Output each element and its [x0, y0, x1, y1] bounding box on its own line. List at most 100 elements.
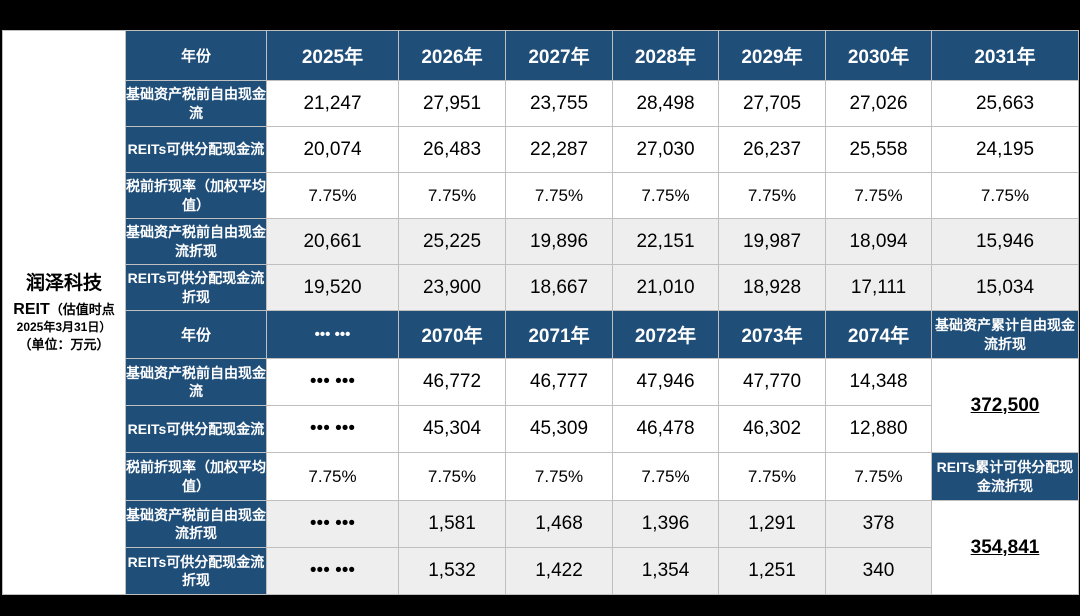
- row-label: 基础资产税前自由现金流折现: [125, 500, 267, 548]
- entity-note: （估值时点: [49, 301, 115, 317]
- value-cell: 1,396: [612, 500, 719, 548]
- value-cell: 22,151: [612, 218, 719, 265]
- value-cell: 20,074: [266, 126, 399, 173]
- row-label: REITs可供分配现金流折现: [125, 547, 267, 595]
- value-cell: 15,946: [931, 218, 1079, 265]
- value-cell: 340: [825, 547, 932, 595]
- table-row: REITs可供分配现金流 20,074 26,483 22,287 27,030…: [3, 126, 1079, 173]
- value-cell: 7.75%: [505, 172, 613, 219]
- reit-valuation-table: 润泽科技 REIT（估值时点 2025年3月31日） （单位：万元） 年份 20…: [2, 30, 1079, 595]
- value-cell: 21,010: [612, 264, 719, 311]
- value-cell: 21,247: [266, 80, 399, 127]
- value-cell: 7.75%: [931, 172, 1079, 219]
- cumulative-distributable-total: 354,841: [931, 500, 1079, 595]
- value-cell: 27,951: [398, 80, 506, 127]
- value-cell: 27,026: [825, 80, 932, 127]
- table-row: 基础资产税前自由现金流 ••• ••• 46,772 46,777 47,946…: [3, 358, 1079, 453]
- value-cell: 1,532: [398, 547, 506, 595]
- value-cell: 7.75%: [398, 172, 506, 219]
- value-cell: 1,468: [505, 500, 613, 548]
- value-cell: 26,483: [398, 126, 506, 173]
- bottom-year-header: 2072年: [612, 310, 719, 359]
- value-cell: 7.75%: [398, 452, 506, 501]
- row-label: 基础资产税前自由现金流: [125, 80, 267, 127]
- value-cell: 25,225: [398, 218, 506, 265]
- value-cell: 20,661: [266, 218, 399, 265]
- value-cell: 23,755: [505, 80, 613, 127]
- row-label: REITs可供分配现金流: [125, 126, 267, 173]
- top-year-header: 2027年: [505, 30, 613, 81]
- value-cell: ••• •••: [266, 500, 399, 548]
- value-cell: 46,302: [718, 405, 826, 453]
- table-row: 基础资产税前自由现金流 21,247 27,951 23,755 28,498 …: [3, 80, 1079, 127]
- value-cell: 17,111: [825, 264, 932, 311]
- value-cell: 19,520: [266, 264, 399, 311]
- table-row: REITs可供分配现金流 ••• ••• 45,304 45,309 46,47…: [3, 405, 1079, 453]
- top-year-header: 2028年: [612, 30, 719, 81]
- top-year-header: 2029年: [718, 30, 826, 81]
- row-label: 税前折现率（加权平均值）: [125, 452, 267, 501]
- value-cell: ••• •••: [266, 358, 399, 406]
- cumulative-distributable-header: REITs累计可供分配现金流折现: [931, 452, 1079, 501]
- value-cell: 24,195: [931, 126, 1079, 173]
- value-cell: 1,581: [398, 500, 506, 548]
- value-cell: 19,987: [718, 218, 826, 265]
- value-cell: 1,422: [505, 547, 613, 595]
- value-cell: 25,663: [931, 80, 1079, 127]
- value-cell: 45,309: [505, 405, 613, 453]
- value-cell: 46,478: [612, 405, 719, 453]
- entity-reit-line: REIT（估值时点: [4, 300, 125, 320]
- entity-name: 润泽科技: [25, 273, 102, 294]
- top-year-header: 2031年: [931, 30, 1079, 81]
- value-cell: 14,348: [825, 358, 932, 406]
- value-cell: ••• •••: [266, 547, 399, 595]
- table-row: 基础资产税前自由现金流折现 ••• ••• 1,581 1,468 1,396 …: [3, 500, 1079, 595]
- bottom-header-label: 年份: [125, 310, 267, 359]
- entity-cell: 润泽科技 REIT（估值时点 2025年3月31日） （单位：万元）: [2, 30, 126, 595]
- bottom-year-header: 2074年: [825, 310, 932, 359]
- bottom-header-row: 年份 ••• ••• 2070年 2071年 2072年 2073年 2074年…: [3, 310, 1079, 359]
- value-cell: 45,304: [398, 405, 506, 453]
- value-cell: 12,880: [825, 405, 932, 453]
- value-cell: 22,287: [505, 126, 613, 173]
- value-cell: 27,030: [612, 126, 719, 173]
- value-cell: 7.75%: [825, 452, 932, 501]
- top-year-header: 2025年: [266, 30, 399, 81]
- entity-date: 2025年3月31日）: [16, 319, 112, 334]
- row-label: 基础资产税前自由现金流: [125, 358, 267, 406]
- value-cell: 28,498: [612, 80, 719, 127]
- value-cell: 1,291: [718, 500, 826, 548]
- bottom-year-header: 2073年: [718, 310, 826, 359]
- row-label: 基础资产税前自由现金流折现: [125, 218, 267, 265]
- value-cell: ••• •••: [266, 405, 399, 453]
- value-cell: 27,705: [718, 80, 826, 127]
- bottom-year-header: ••• •••: [266, 310, 399, 359]
- bottom-year-header: 2071年: [505, 310, 613, 359]
- value-cell: 7.75%: [266, 172, 399, 219]
- table-row: 税前折现率（加权平均值） 7.75% 7.75% 7.75% 7.75% 7.7…: [3, 172, 1079, 219]
- value-cell: 7.75%: [718, 452, 826, 501]
- value-cell: 18,094: [825, 218, 932, 265]
- cumulative-fcf-total: 372,500: [931, 358, 1079, 453]
- value-cell: 46,777: [505, 358, 613, 406]
- top-header-row: 润泽科技 REIT（估值时点 2025年3月31日） （单位：万元） 年份 20…: [2, 30, 1079, 595]
- value-cell: 47,946: [612, 358, 719, 406]
- row-label: 税前折现率（加权平均值）: [125, 172, 267, 219]
- value-cell: 18,667: [505, 264, 613, 311]
- value-cell: 7.75%: [718, 172, 826, 219]
- value-cell: 19,896: [505, 218, 613, 265]
- value-cell: 18,928: [718, 264, 826, 311]
- value-cell: 1,354: [612, 547, 719, 595]
- table-row: 税前折现率（加权平均值） 7.75% 7.75% 7.75% 7.75% 7.7…: [3, 452, 1079, 501]
- bottom-year-header: 2070年: [398, 310, 506, 359]
- value-cell: 25,558: [825, 126, 932, 173]
- cumulative-fcf-header: 基础资产累计自由现金流折现: [931, 310, 1079, 359]
- value-cell: 7.75%: [266, 452, 399, 501]
- value-cell: 7.75%: [505, 452, 613, 501]
- row-label: REITs可供分配现金流折现: [125, 264, 267, 311]
- value-cell: 7.75%: [612, 452, 719, 501]
- top-header-label: 年份: [125, 30, 267, 81]
- row-label: REITs可供分配现金流: [125, 405, 267, 453]
- value-cell: 46,772: [398, 358, 506, 406]
